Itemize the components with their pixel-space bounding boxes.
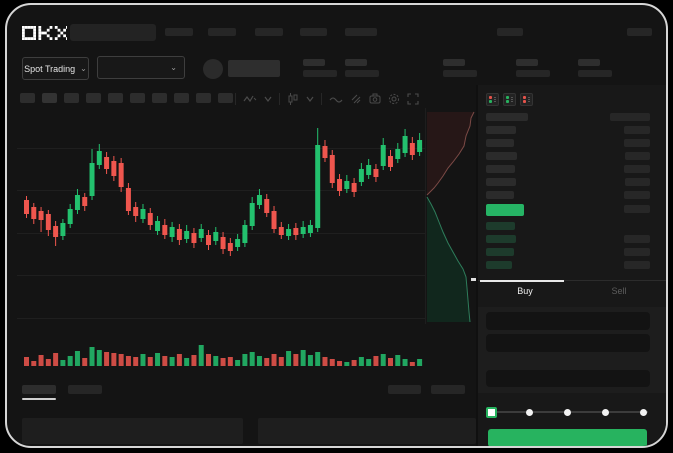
- chevron-down-icon: ⌄: [170, 62, 177, 72]
- orders-filter[interactable]: [388, 385, 421, 394]
- order-history-panel: [258, 418, 476, 444]
- market-type-label: Spot Trading: [24, 63, 76, 74]
- tab-sell[interactable]: Sell: [611, 286, 627, 296]
- fullscreen-icon[interactable]: [407, 92, 419, 105]
- nav-item[interactable]: [345, 28, 377, 36]
- divider: [235, 92, 236, 105]
- ticker-stat: [303, 59, 337, 77]
- orders-tab-active[interactable]: [22, 385, 56, 394]
- timeframe-button[interactable]: [130, 93, 145, 103]
- divider: [279, 92, 280, 105]
- chevron-down-icon[interactable]: [264, 95, 272, 103]
- timeframe-bar: [20, 93, 233, 103]
- candlestick-chart[interactable]: [17, 105, 482, 375]
- candle-type-icon[interactable]: [287, 92, 299, 105]
- ticker-stat: [516, 59, 550, 77]
- timeframe-button[interactable]: [64, 93, 79, 103]
- screenshot-icon[interactable]: [369, 93, 381, 104]
- open-orders-panel: [22, 418, 243, 444]
- last-price-badge[interactable]: [486, 204, 524, 216]
- compare-icon[interactable]: [350, 93, 362, 105]
- book-combined-icon[interactable]: [486, 93, 499, 106]
- timeframe-button[interactable]: [86, 93, 101, 103]
- settings-icon[interactable]: [388, 93, 400, 105]
- search-input[interactable]: [70, 24, 156, 41]
- last-price-secondary: [624, 205, 650, 213]
- total-field[interactable]: [486, 370, 650, 387]
- timeframe-button[interactable]: [152, 93, 167, 103]
- timeframe-button[interactable]: [218, 93, 233, 103]
- amount-field[interactable]: [486, 334, 650, 352]
- orderbook-bid-row[interactable]: [486, 248, 650, 256]
- orderbook-view-switcher: [486, 93, 533, 106]
- timeframe-button-active[interactable]: [42, 93, 57, 103]
- orderbook-ask-row[interactable]: [486, 165, 650, 173]
- orderbook-ask-row[interactable]: [486, 152, 650, 160]
- market-type-dropdown[interactable]: Spot Trading ⌄: [22, 57, 89, 80]
- orderbook-bid-row[interactable]: [486, 235, 650, 243]
- orderbook-bid-row[interactable]: [486, 261, 650, 269]
- orderbook-ask-row[interactable]: [486, 178, 650, 186]
- slider-step-75[interactable]: [602, 409, 609, 416]
- tab-underline: [22, 398, 56, 400]
- chevron-down-icon: ⌄: [80, 63, 87, 73]
- nav-item[interactable]: [165, 28, 193, 36]
- book-bids-icon[interactable]: [503, 93, 516, 106]
- nav-action[interactable]: [497, 28, 523, 36]
- timeframe-button[interactable]: [108, 93, 123, 103]
- orderbook-ask-row[interactable]: [486, 126, 650, 134]
- line-tools-icon[interactable]: [329, 94, 343, 104]
- slider-step-100[interactable]: [640, 409, 647, 416]
- orders-tab[interactable]: [68, 385, 102, 394]
- coin-avatar: [203, 59, 223, 79]
- pair-selector-dropdown[interactable]: ⌄: [97, 56, 185, 79]
- divider: [321, 92, 322, 105]
- order-form: [478, 307, 666, 393]
- nav-item[interactable]: [255, 28, 283, 36]
- amount-slider[interactable]: [486, 407, 650, 418]
- nav-item[interactable]: [300, 28, 327, 36]
- okx-logo: [22, 26, 67, 40]
- buy-submit-button[interactable]: [488, 429, 647, 446]
- nav-item[interactable]: [208, 28, 236, 36]
- ticker-stat: [443, 59, 477, 77]
- orderbook-header: [486, 113, 650, 121]
- slider-step-50[interactable]: [564, 409, 571, 416]
- app-window: Spot Trading ⌄ ⌄: [5, 3, 668, 448]
- price-field[interactable]: [486, 312, 650, 330]
- orderbook-panel: Buy Sell: [476, 85, 666, 446]
- ticker-stat: [345, 59, 379, 77]
- ticker-stat: [578, 59, 612, 77]
- timeframe-button[interactable]: [174, 93, 189, 103]
- timeframe-button[interactable]: [196, 93, 211, 103]
- orderbook-bid-row[interactable]: [486, 222, 650, 230]
- tab-buy[interactable]: Buy: [517, 286, 533, 296]
- chevron-down-icon[interactable]: [306, 95, 314, 103]
- last-price-placeholder: [228, 60, 280, 77]
- orders-filter[interactable]: [431, 385, 465, 394]
- book-asks-icon[interactable]: [520, 93, 533, 106]
- orderbook-ask-row[interactable]: [486, 191, 650, 199]
- timeframe-button[interactable]: [20, 93, 35, 103]
- indicators-icon[interactable]: [243, 93, 257, 105]
- slider-handle[interactable]: [486, 407, 497, 418]
- active-tab-underline: [480, 280, 564, 282]
- nav-action[interactable]: [627, 28, 652, 36]
- orderbook-ask-row[interactable]: [486, 139, 650, 147]
- slider-step-25[interactable]: [526, 409, 533, 416]
- trade-side-tabs: Buy Sell: [478, 280, 666, 301]
